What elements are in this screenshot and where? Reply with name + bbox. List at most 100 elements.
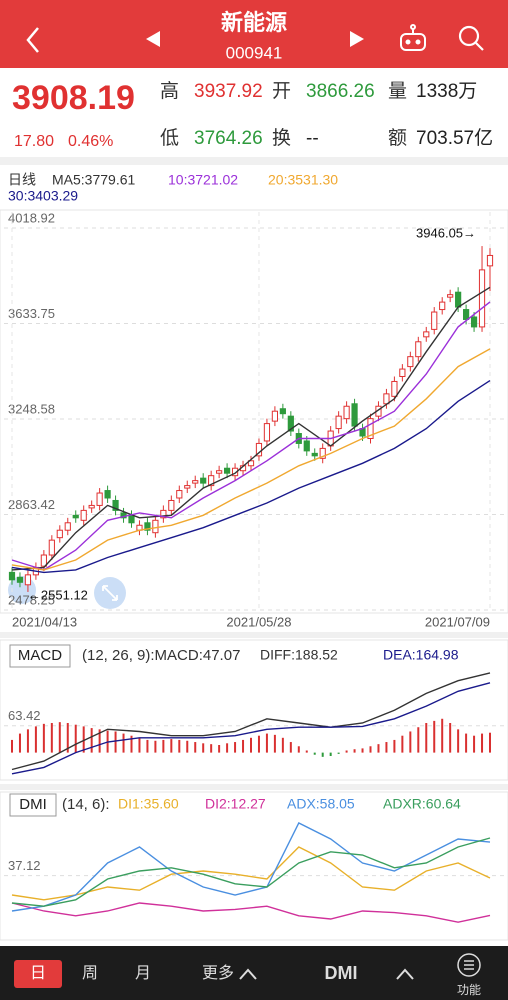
indicator-line [11, 348, 491, 571]
next-button[interactable] [350, 31, 364, 47]
candle-body [72, 514, 79, 519]
field-value: 3937.92 [194, 81, 263, 102]
stock-code: 000941 [226, 43, 283, 62]
candle-body [455, 291, 462, 308]
field-label: 换 [272, 127, 291, 149]
indicator-line [11, 380, 491, 574]
indicator-line [11, 846, 491, 901]
dmi-params: (14, 6): [62, 796, 110, 813]
candle-body [303, 440, 310, 452]
tab-active[interactable] [14, 960, 62, 988]
tab-day[interactable]: 日 [30, 965, 46, 982]
candle-body [399, 368, 406, 377]
indicator-line [11, 286, 491, 571]
candle-body [335, 415, 342, 430]
indicator-line [11, 301, 491, 571]
caret[interactable] [396, 968, 414, 980]
candle-body [423, 331, 430, 338]
y-tick-label: 63.42 [8, 708, 41, 723]
indicator-box[interactable] [9, 793, 57, 817]
annotation: 3946.05→ [416, 226, 476, 241]
candle-body [208, 475, 215, 487]
dmi-frame [0, 791, 508, 941]
candle-body [184, 485, 191, 489]
y-tick-label: 3633.75 [8, 306, 55, 321]
field-label: 量 [388, 81, 407, 102]
y-tick-label: 3248.58 [8, 401, 55, 416]
search-icon[interactable] [458, 25, 484, 51]
candle-body [24, 574, 32, 586]
tab-month[interactable]: 月 [135, 965, 151, 982]
candle-body [319, 447, 326, 459]
candle-body [16, 576, 24, 583]
candle-body [40, 554, 47, 567]
candle-body [96, 492, 103, 506]
annotation: ←2551.12 [28, 587, 88, 602]
back-button[interactable] [26, 27, 39, 53]
field-label: 额 [388, 127, 407, 149]
candle-body [311, 452, 318, 457]
candle-body [478, 269, 486, 328]
candle-body [463, 309, 470, 320]
candle-body [287, 415, 294, 432]
change-percent: 0.46% [68, 133, 113, 150]
y-tick-label: 4018.92 [8, 210, 55, 225]
indicator-switch[interactable]: DMI [325, 963, 358, 983]
candle-body [279, 408, 286, 415]
candle-body [247, 460, 255, 467]
change: 17.80 [14, 133, 54, 150]
candle-body [64, 522, 71, 531]
candle-body [351, 403, 358, 427]
function-label[interactable]: 功能 [457, 983, 481, 997]
toolbar [0, 946, 508, 1000]
indicator-box[interactable] [9, 644, 71, 668]
prev-button[interactable] [146, 31, 160, 47]
y-tick-label: 2863.42 [8, 497, 55, 512]
candle-body [8, 571, 16, 581]
candle-body [231, 467, 239, 477]
legend-entry: 20:3531.30 [268, 172, 338, 188]
divider [0, 157, 508, 165]
candle-body [407, 356, 414, 368]
y-tick-label: 37.12 [8, 858, 41, 873]
legend-entry: 10:3721.02 [168, 172, 238, 188]
x-tick-label: 2021/07/09 [425, 614, 490, 629]
candle-body [152, 519, 159, 534]
tab-week[interactable]: 周 [82, 965, 98, 982]
robot-icon[interactable] [400, 24, 426, 51]
candle-body [447, 294, 454, 298]
expand-icon [102, 585, 118, 601]
candle-body [271, 410, 278, 422]
candle-body [88, 504, 95, 509]
dmi-title: DMI [19, 796, 47, 813]
candle-body [343, 405, 350, 420]
candle-body [415, 341, 422, 358]
candle-body [192, 480, 199, 484]
function-icon[interactable] [457, 953, 481, 977]
x-tick-label: 2021/04/13 [12, 614, 77, 629]
field-value: 3866.26 [306, 81, 375, 102]
indicator-line [11, 837, 491, 907]
stock-name: 新能源 [221, 10, 287, 35]
tab-more[interactable]: 更多 [202, 964, 234, 982]
legend-entry: DEA:164.98 [383, 647, 459, 663]
candle-body [48, 539, 55, 556]
candle-body [486, 254, 494, 267]
macd-title: MACD [18, 647, 62, 664]
candle-body [431, 311, 438, 330]
legend-entry: ADXR:60.64 [383, 796, 461, 812]
candle-body [176, 490, 183, 499]
candle-body [263, 423, 271, 442]
candle-body [470, 316, 478, 328]
indicator-line [11, 822, 491, 912]
field-value: 1338万 [416, 81, 477, 102]
candle-body [216, 470, 223, 474]
candle-body [367, 418, 374, 439]
candle-body [80, 509, 87, 521]
caret [239, 968, 257, 980]
candle-body [439, 301, 446, 311]
legend-entry: MA5:3779.61 [52, 172, 135, 188]
divider [0, 784, 508, 790]
field-value: 703.57亿 [416, 127, 493, 149]
